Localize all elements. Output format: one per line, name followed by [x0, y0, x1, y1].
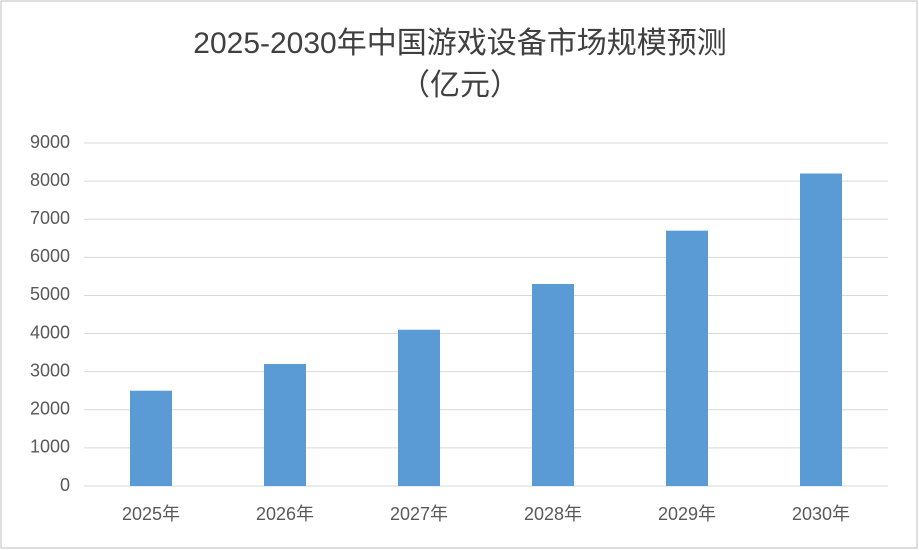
bar [264, 364, 306, 486]
y-tick-label: 9000 [30, 132, 70, 152]
y-tick-label: 1000 [30, 437, 70, 457]
y-tick-label: 6000 [30, 246, 70, 266]
x-tick-label: 2026年 [256, 504, 314, 524]
y-tick-label: 3000 [30, 360, 70, 380]
y-tick-label: 7000 [30, 208, 70, 228]
bar [130, 390, 172, 486]
x-tick-label: 2028年 [524, 504, 582, 524]
x-tick-label: 2029年 [658, 504, 716, 524]
y-tick-label: 8000 [30, 170, 70, 190]
chart-title: 2025-2030年中国游戏设备市场规模预测 [193, 27, 726, 60]
chart-subtitle: （亿元） [400, 69, 520, 102]
bar [532, 284, 574, 486]
bar [398, 329, 440, 486]
y-tick-label: 2000 [30, 399, 70, 419]
x-tick-label: 2030年 [792, 504, 850, 524]
y-tick-label: 5000 [30, 284, 70, 304]
x-tick-label: 2027年 [390, 504, 448, 524]
y-tick-label: 4000 [30, 322, 70, 342]
y-tick-label: 0 [60, 475, 70, 495]
x-tick-label: 2025年 [122, 504, 180, 524]
bar [666, 230, 708, 486]
bar [800, 173, 842, 486]
